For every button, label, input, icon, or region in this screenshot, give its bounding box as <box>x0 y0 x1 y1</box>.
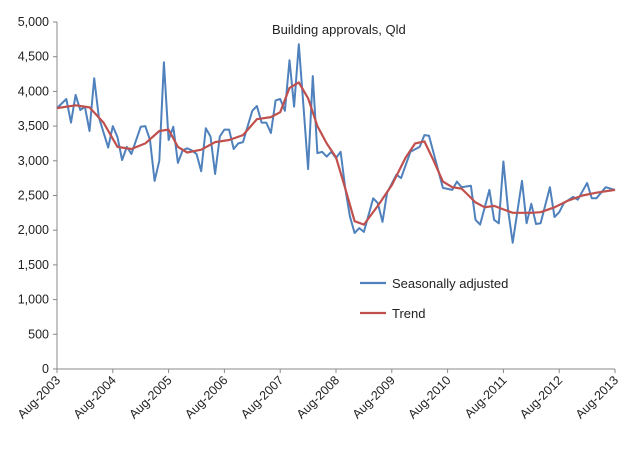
y-tick-label: 500 <box>28 327 49 341</box>
y-tick-label: 4,000 <box>18 84 49 98</box>
y-tick-label: 3,500 <box>18 119 49 133</box>
y-tick-label: 1,500 <box>18 258 49 272</box>
y-tick-label: 0 <box>42 362 49 376</box>
series-line-trend <box>56 81 616 226</box>
legend: Seasonally adjusted Trend <box>360 276 508 321</box>
x-tick-label: Aug-2010 <box>405 373 453 421</box>
legend-label-seasonally-adjusted: Seasonally adjusted <box>392 276 508 291</box>
y-tick-label: 4,500 <box>18 50 49 64</box>
y-tick-label: 2,000 <box>18 223 49 237</box>
x-tick-label: Aug-2007 <box>238 373 286 421</box>
x-tick-label: Aug-2013 <box>573 373 621 421</box>
legend-label-trend: Trend <box>392 306 425 321</box>
x-tick-label: Aug-2006 <box>182 373 230 421</box>
x-tick-label: Aug-2008 <box>294 373 342 421</box>
x-tick-label: Aug-2011 <box>462 373 510 421</box>
y-tick-label: 2,500 <box>18 189 49 203</box>
y-tick-label: 5,000 <box>18 15 49 29</box>
x-tick-label: Aug-2012 <box>517 373 565 421</box>
x-tick-label: Aug-2003 <box>15 373 63 421</box>
x-tick-label: Aug-2004 <box>71 373 119 421</box>
y-tick-label: 1,000 <box>18 293 49 307</box>
y-tick-label: 3,000 <box>18 154 49 168</box>
x-tick-label: Aug-2009 <box>350 373 398 421</box>
x-tick-label: Aug-2005 <box>126 373 174 421</box>
chart-title: Building approvals, Qld <box>272 22 406 37</box>
